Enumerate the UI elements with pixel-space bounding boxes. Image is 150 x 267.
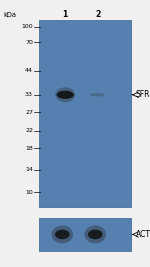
Ellipse shape [90, 93, 105, 96]
Ellipse shape [52, 225, 73, 244]
Ellipse shape [55, 230, 70, 239]
Bar [39, 20, 130, 207]
Text: 1: 1 [63, 10, 68, 19]
Bar [39, 218, 130, 251]
Text: 27: 27 [25, 110, 33, 115]
Text: 33: 33 [25, 92, 33, 97]
Text: 10: 10 [25, 190, 33, 195]
Text: 18: 18 [25, 146, 33, 151]
Text: 14: 14 [25, 167, 33, 172]
Text: kDa: kDa [4, 12, 17, 18]
Text: 22: 22 [25, 128, 33, 133]
Ellipse shape [85, 225, 106, 244]
Text: 2: 2 [95, 10, 100, 19]
Text: 70: 70 [25, 40, 33, 45]
Text: SFRP4: SFRP4 [136, 90, 150, 99]
Ellipse shape [88, 230, 103, 239]
Text: ACTB: ACTB [136, 230, 150, 239]
Ellipse shape [55, 87, 75, 102]
Text: 100: 100 [21, 24, 33, 29]
Text: 44: 44 [25, 68, 33, 73]
Ellipse shape [57, 91, 74, 99]
